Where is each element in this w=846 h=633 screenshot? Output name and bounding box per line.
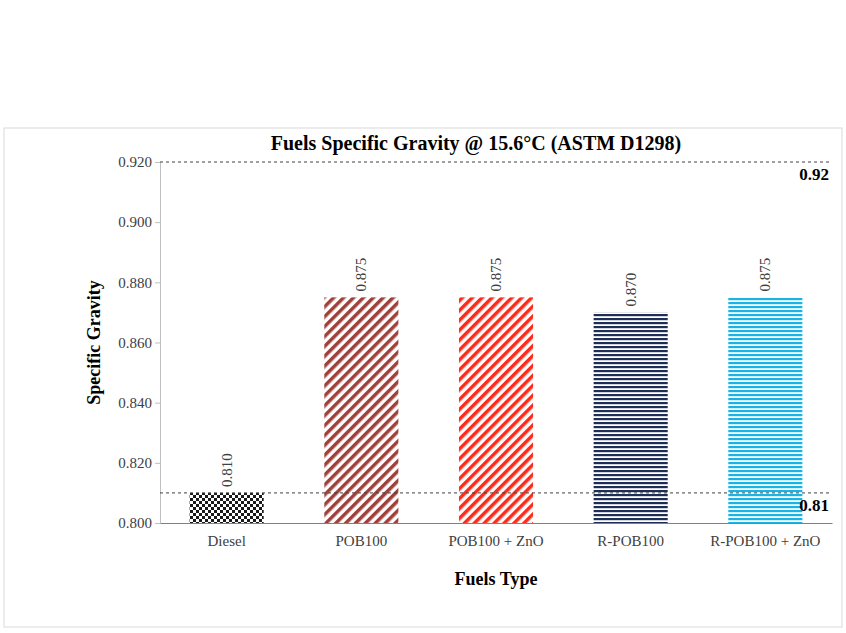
- chart-frame: [4, 128, 842, 627]
- x-tick-label: Diesel: [207, 533, 245, 549]
- data-label: 0.870: [623, 273, 639, 307]
- y-tick-label: 0.860: [118, 335, 152, 351]
- x-tick-label: R-POB100 + ZnO: [710, 533, 820, 549]
- y-axis: 0.800 0.820 0.840 0.860 0.880 0.900 0.920: [118, 154, 160, 531]
- data-label: 0.810: [219, 453, 235, 487]
- y-tick-mark: [155, 403, 160, 404]
- y-tick-mark: [155, 343, 160, 344]
- x-tick: POB100 + ZnO: [448, 523, 543, 549]
- y-tick: 0.840: [118, 395, 160, 411]
- data-label: 0.875: [757, 258, 773, 292]
- y-tick-mark: [155, 222, 160, 223]
- x-axis-title: Fuels Type: [455, 569, 538, 589]
- y-tick: 0.860: [118, 335, 160, 351]
- bar: [324, 297, 398, 523]
- x-tick-label: POB100 + ZnO: [448, 533, 543, 549]
- x-tick: Diesel: [207, 523, 245, 549]
- y-tick-label: 0.900: [118, 214, 152, 230]
- bar: [728, 297, 802, 523]
- reference-line: [160, 492, 832, 493]
- y-tick-label: 0.820: [118, 455, 152, 471]
- x-axis-line: [161, 523, 833, 524]
- bars: [190, 297, 803, 523]
- data-label: 0.875: [353, 258, 369, 292]
- y-tick-label: 0.800: [118, 515, 152, 531]
- x-tick-label: R-POB100: [597, 533, 664, 549]
- chart: 0.800 0.820 0.840 0.860 0.880 0.900 0.920 Diese…: [0, 0, 846, 633]
- y-tick-mark: [155, 463, 160, 464]
- y-tick-mark: [155, 523, 160, 524]
- y-tick: 0.820: [118, 455, 160, 471]
- x-tick-label: POB100: [335, 533, 387, 549]
- bar: [190, 493, 264, 523]
- plot: 0.800 0.820 0.840 0.860 0.880 0.900 0.920 Diese…: [118, 154, 832, 548]
- y-tick-label: 0.840: [118, 395, 152, 411]
- y-axis-line: [155, 163, 161, 524]
- y-tick: 0.920: [118, 154, 160, 170]
- reference-label: 0.81: [799, 496, 829, 515]
- bar: [459, 297, 533, 523]
- y-tick: 0.880: [118, 275, 160, 291]
- bar: [594, 312, 668, 523]
- y-axis-title: Specific Gravity: [84, 280, 104, 404]
- x-tick: POB100: [335, 523, 387, 549]
- y-tick-mark: [155, 162, 160, 163]
- y-tick-mark: [155, 282, 160, 283]
- y-tick-label: 0.880: [118, 275, 152, 291]
- reference-label: 0.92: [799, 165, 829, 184]
- x-axis: Diesel POB100 POB100 + ZnO R-POB100 R-POB100…: [161, 523, 833, 549]
- x-tick: R-POB100 + ZnO: [710, 523, 820, 549]
- y-tick-label: 0.920: [118, 154, 152, 170]
- data-label: 0.875: [488, 258, 504, 292]
- reference-line: [160, 162, 832, 163]
- y-tick: 0.900: [118, 214, 160, 230]
- x-tick: R-POB100: [597, 523, 664, 549]
- y-tick: 0.800: [118, 515, 160, 531]
- title: Fuels Specific Gravity @ 15.6°C (ASTM D1…: [271, 132, 681, 155]
